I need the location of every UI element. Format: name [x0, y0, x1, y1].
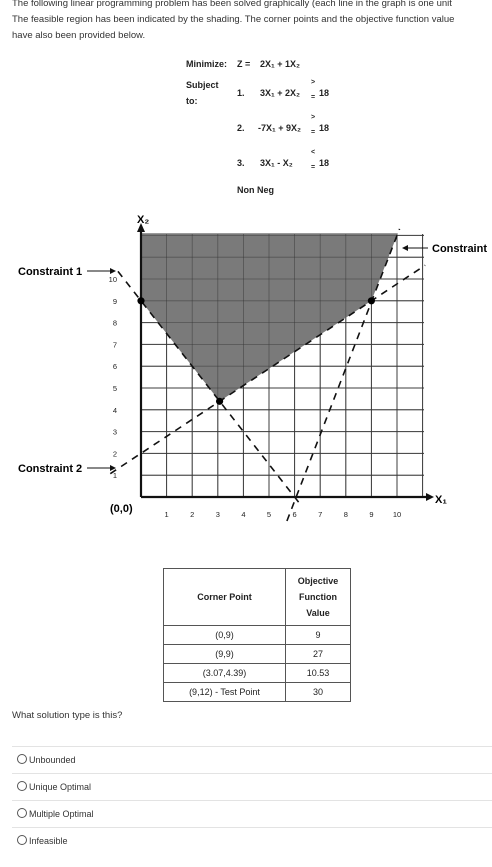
y-tick-label: 7	[113, 340, 117, 349]
objective-lhs: Z =	[237, 59, 251, 69]
option-unique-optimal[interactable]: Unique Optimal	[12, 773, 492, 800]
axis-ticks: 1 2 3 4 5 6 7 8 9 10 1 2 3 4 5 6 7 8 9 10	[109, 275, 402, 519]
objective-value-cell: 30	[285, 682, 351, 702]
non-negativity-label: Non Neg	[237, 185, 274, 195]
y-tick-label: 3	[113, 428, 117, 437]
constraint-1-label: Constraint 1	[18, 266, 82, 278]
objective-value-cell: 27	[285, 644, 351, 664]
option-label: Multiple Optimal	[29, 809, 94, 819]
radio-button-icon[interactable]	[17, 835, 27, 845]
corner-point-cell: (3.07,4.39)	[163, 663, 286, 683]
x-tick-label: 10	[393, 510, 401, 519]
radio-button-icon[interactable]	[17, 781, 27, 791]
x-tick-label: 4	[241, 510, 245, 519]
constraint-2-expression: -7X₁ + 9X₂	[258, 123, 301, 133]
x-tick-label: 9	[369, 510, 373, 519]
x2-axis-arrow-icon	[137, 223, 145, 232]
x-tick-label: 1	[165, 510, 169, 519]
option-label: Unique Optimal	[29, 782, 92, 792]
constraint-2-number: 2.	[237, 123, 245, 133]
table-row: (0,9) 9	[163, 625, 351, 645]
corner-point-dot	[215, 397, 224, 405]
corner-point-cell: (9,9)	[163, 644, 286, 664]
problem-intro: The following linear programming problem…	[12, 0, 492, 44]
corner-point-cell: (0,9)	[163, 625, 286, 645]
y-tick-label: 10	[109, 275, 117, 284]
lp-graph: 1 2 3 4 5 6 7 8 9 10 1 2 3 4 5 6 7 8 9 10 X₂ X₁ (0,0) Const…	[18, 214, 487, 522]
y-tick-label: 1	[113, 471, 117, 480]
y-tick-label: 2	[113, 449, 117, 458]
x1-axis-label: X₁	[435, 494, 447, 506]
constraint-1-rhs: 18	[319, 88, 330, 98]
radio-button-icon[interactable]	[17, 808, 27, 818]
x-tick-label: 8	[344, 510, 348, 519]
corner-point-cell: (9,12) - Test Point	[163, 682, 286, 702]
x-tick-label: 7	[318, 510, 322, 519]
x1-axis-arrow-icon	[426, 493, 434, 501]
y-tick-label: 9	[113, 297, 117, 306]
corner-point-dot	[137, 297, 145, 305]
subject-to-line2: to:	[186, 96, 198, 106]
constraint-3-label: Constraint	[432, 243, 487, 255]
objective-value-cell: 10.53	[285, 663, 351, 683]
x-tick-label: 6	[293, 510, 297, 519]
constraint-3-rhs: 18	[319, 158, 330, 168]
table-row: (3.07,4.39) 10.53	[163, 663, 351, 683]
constraint-3-line	[286, 228, 401, 522]
table-row: (9,9) 27	[163, 644, 351, 664]
graph-axes	[137, 223, 434, 501]
constraint-1-expression: 3X₁ + 2X₂	[260, 88, 300, 98]
option-label: Unbounded	[29, 755, 76, 765]
objective-label: Minimize:	[186, 59, 228, 69]
option-label: Infeasible	[29, 836, 68, 846]
constraint-2-sign-top: >	[311, 114, 316, 121]
option-unbounded[interactable]: Unbounded	[12, 746, 492, 773]
x2-axis-label: X₂	[137, 214, 149, 226]
constraint-3-expression: 3X₁ - X₂	[260, 158, 293, 168]
constraint-1-line	[117, 270, 301, 505]
constraint-3-sign-top: <	[311, 149, 316, 156]
corner-points	[137, 297, 375, 405]
intro-line-3: have also been provided below.	[12, 30, 146, 41]
corner-point-header: Corner Point	[163, 568, 286, 626]
option-infeasible[interactable]: Infeasible	[12, 827, 492, 854]
table-header-row: Corner Point Objective Function Value	[163, 568, 351, 626]
question-text: What solution type is this?	[12, 710, 123, 721]
constraint-3-sign-bottom: =	[311, 164, 316, 171]
x-tick-label: 2	[190, 510, 194, 519]
constraint-2-sign-bottom: =	[311, 129, 316, 136]
y-tick-label: 5	[113, 384, 117, 393]
constraint-2-label: Constraint 2	[18, 463, 82, 475]
intro-line-1: The following linear programming problem…	[12, 0, 452, 9]
corner-point-table: Corner Point Objective Function Value (0…	[163, 568, 351, 702]
y-tick-label: 6	[113, 362, 117, 371]
objective-value-cell: 9	[285, 625, 351, 645]
radio-button-icon[interactable]	[17, 754, 27, 764]
x-tick-label: 5	[267, 510, 271, 519]
constraint-1-number: 1.	[237, 88, 245, 98]
constraint-3-number: 3.	[237, 158, 245, 168]
constraint-1-sign-top: >	[311, 79, 316, 86]
option-multiple-optimal[interactable]: Multiple Optimal	[12, 800, 492, 827]
table-row: (9,12) - Test Point 30	[163, 682, 351, 702]
objective-value-header: Objective Function Value	[285, 568, 351, 626]
objective-expression: 2X₁ + 1X₂	[260, 59, 300, 69]
feasible-region-shading	[141, 233, 398, 402]
y-tick-label: 8	[113, 319, 117, 328]
subject-to-line1: Subject	[186, 80, 219, 90]
y-tick-label: 4	[113, 406, 117, 415]
constraint-1-sign-bottom: =	[311, 94, 316, 101]
x-tick-label: 3	[216, 510, 220, 519]
corner-point-dot	[367, 297, 375, 305]
intro-line-2: The feasible region has been indicated b…	[12, 14, 455, 25]
graph-grid-overlay	[141, 234, 424, 497]
origin-label: (0,0)	[110, 503, 133, 515]
constraint-2-rhs: 18	[319, 123, 330, 133]
